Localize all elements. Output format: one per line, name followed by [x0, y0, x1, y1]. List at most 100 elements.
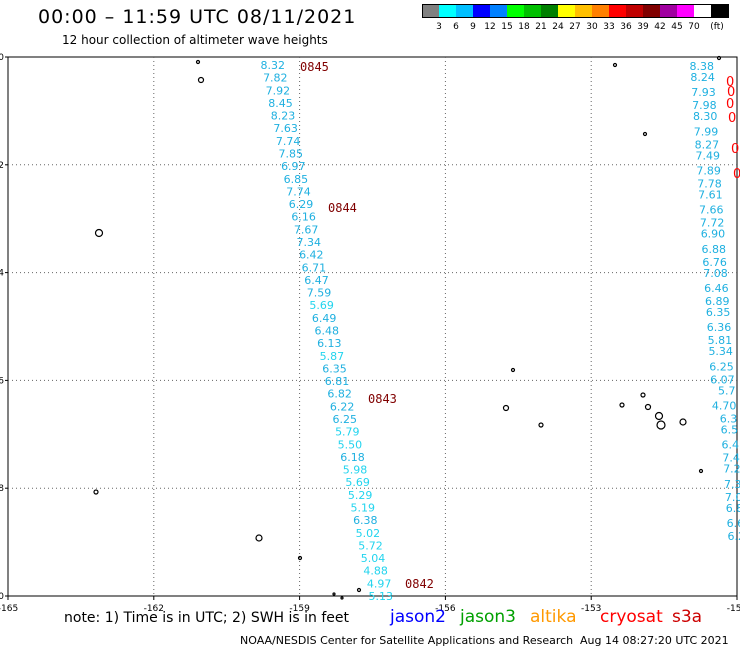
island-outline — [642, 131, 648, 137]
colorbar-tick-label: 9 — [470, 22, 476, 32]
colorbar-swatch — [524, 4, 542, 18]
cryosat-label: 0 — [727, 85, 735, 100]
island-outline — [502, 404, 510, 412]
lon-tick-label: -156 — [435, 604, 456, 614]
swh-data-label: 6.6 — [727, 517, 740, 530]
cryosat-label: 0 — [733, 167, 740, 182]
swh-data-label: 5.98 — [343, 464, 368, 477]
island-outline — [619, 402, 625, 408]
pass-time-label: 0845 — [300, 60, 329, 74]
island-outline — [197, 76, 205, 84]
pass-time-label: 0843 — [368, 392, 397, 406]
swh-data-label: 4.88 — [363, 565, 388, 578]
credit-line: NOAA/NESDIS Center for Satellite Applica… — [240, 634, 574, 647]
swh-data-label: 5.29 — [348, 489, 373, 502]
swh-data-label: 5.13 — [369, 590, 394, 603]
colorbar-swatch — [558, 4, 576, 18]
swh-data-label: 7.74 — [286, 185, 311, 198]
swh-data-label: 8.23 — [271, 110, 296, 123]
swh-data-label: 6.81 — [325, 375, 350, 388]
lat-tick-label: -16 — [0, 376, 4, 386]
island-outline — [716, 55, 722, 61]
swh-data-label: 7.4 — [722, 452, 740, 465]
swh-data-label: 7.85 — [279, 148, 304, 161]
lat-tick-label: -20 — [0, 592, 4, 602]
swh-data-label: 7.61 — [698, 189, 723, 202]
island-outline — [640, 392, 646, 398]
colorbar-swatch — [626, 4, 644, 18]
legend-cryosat: cryosat — [600, 607, 663, 627]
colorbar-swatch — [439, 4, 457, 18]
island-outline — [644, 403, 652, 411]
colorbar-swatch — [575, 4, 593, 18]
swh-data-label: 7.82 — [263, 72, 288, 85]
island-outline — [195, 59, 201, 65]
swh-data-label: 6.85 — [284, 173, 309, 186]
cryosat-label: 0 — [726, 75, 734, 90]
colorbar-swatch — [694, 4, 712, 18]
colorbar-tick-label: 6 — [453, 22, 459, 32]
colorbar-tick-label: 18 — [518, 22, 530, 32]
swh-data-label: 5.34 — [708, 345, 733, 358]
colorbar-swatch — [507, 4, 525, 18]
swh-data-label: 6.71 — [302, 261, 327, 274]
lat-tick-label: -14 — [0, 269, 4, 279]
colorbar-tick-label: 42 — [654, 22, 666, 32]
pass-time-label: 0842 — [405, 577, 434, 591]
swh-data-label: 6.42 — [299, 249, 324, 262]
colorbar-tick-label: 24 — [552, 22, 564, 32]
swh-data-label: 7.98 — [692, 99, 717, 112]
footnote: note: 1) Time is in UTC; 2) SWH is in fe… — [64, 610, 350, 626]
swh-data-label: 6.16 — [291, 211, 316, 224]
cryosat-label: 0 — [731, 142, 739, 157]
island-outline — [510, 367, 516, 373]
swh-data-label: 8.30 — [693, 110, 718, 123]
island-outline — [656, 420, 666, 430]
colorbar-tick-label: 27 — [569, 22, 581, 32]
colorbar-swatch — [711, 4, 729, 18]
swh-data-label: 6.35 — [706, 306, 731, 319]
page-title: 00:00 – 11:59 UTC 08/11/2021 — [38, 6, 357, 28]
swh-data-label: 8.32 — [261, 59, 286, 72]
swh-data-label: 6.36 — [707, 321, 732, 334]
swh-data-label: 7.72 — [700, 217, 725, 230]
island-outline — [538, 422, 544, 428]
island-outline — [332, 592, 336, 596]
island-outline — [356, 587, 362, 593]
colorbar-swatch — [541, 4, 559, 18]
cryosat-label: 0 — [726, 97, 734, 112]
swh-data-label: 5.72 — [358, 539, 383, 552]
swh-data-label: 7.99 — [694, 125, 719, 138]
swh-data-label: 6.13 — [317, 337, 342, 350]
colorbar-tick-label: 36 — [620, 22, 632, 32]
swh-data-label: 7.92 — [266, 84, 291, 97]
colorbar-tick-label: 21 — [535, 22, 547, 32]
island-outline — [93, 489, 99, 495]
colorbar-tick-label: (ft) — [710, 22, 724, 32]
swh-data-label: 6.47 — [304, 274, 329, 287]
colorbar-tick-label: 70 — [688, 22, 700, 32]
swh-data-label: 6.89 — [705, 295, 730, 308]
page-subtitle: 12 hour collection of altimeter wave hei… — [62, 33, 328, 47]
swh-data-label: 4.70 — [712, 399, 737, 412]
swh-data-label: 5.04 — [361, 552, 386, 565]
map-frame — [7, 56, 738, 597]
lat-tick-label: -10 — [0, 53, 4, 63]
colorbar-tick-label: 12 — [484, 22, 496, 32]
swh-data-label: 6.76 — [702, 256, 727, 269]
swh-data-label: 7.2 — [723, 463, 740, 476]
swh-data-label: 6.97 — [281, 160, 306, 173]
island-outline — [340, 596, 344, 600]
cryosat-label: 0 — [728, 111, 736, 126]
legend-jason2: jason2 — [390, 607, 446, 627]
lat-tick-label: -12 — [0, 161, 4, 171]
lon-tick-label: -150 — [727, 604, 740, 614]
swh-data-label: 7.66 — [699, 204, 724, 217]
swh-data-label: 5.69 — [345, 476, 370, 489]
swh-data-label: 6.49 — [312, 312, 337, 325]
swh-data-label: 5.19 — [351, 502, 376, 515]
swh-data-label: 4.97 — [367, 577, 392, 590]
swh-data-label: 6.25 — [709, 360, 734, 373]
swh-data-label: 7.78 — [697, 178, 722, 191]
